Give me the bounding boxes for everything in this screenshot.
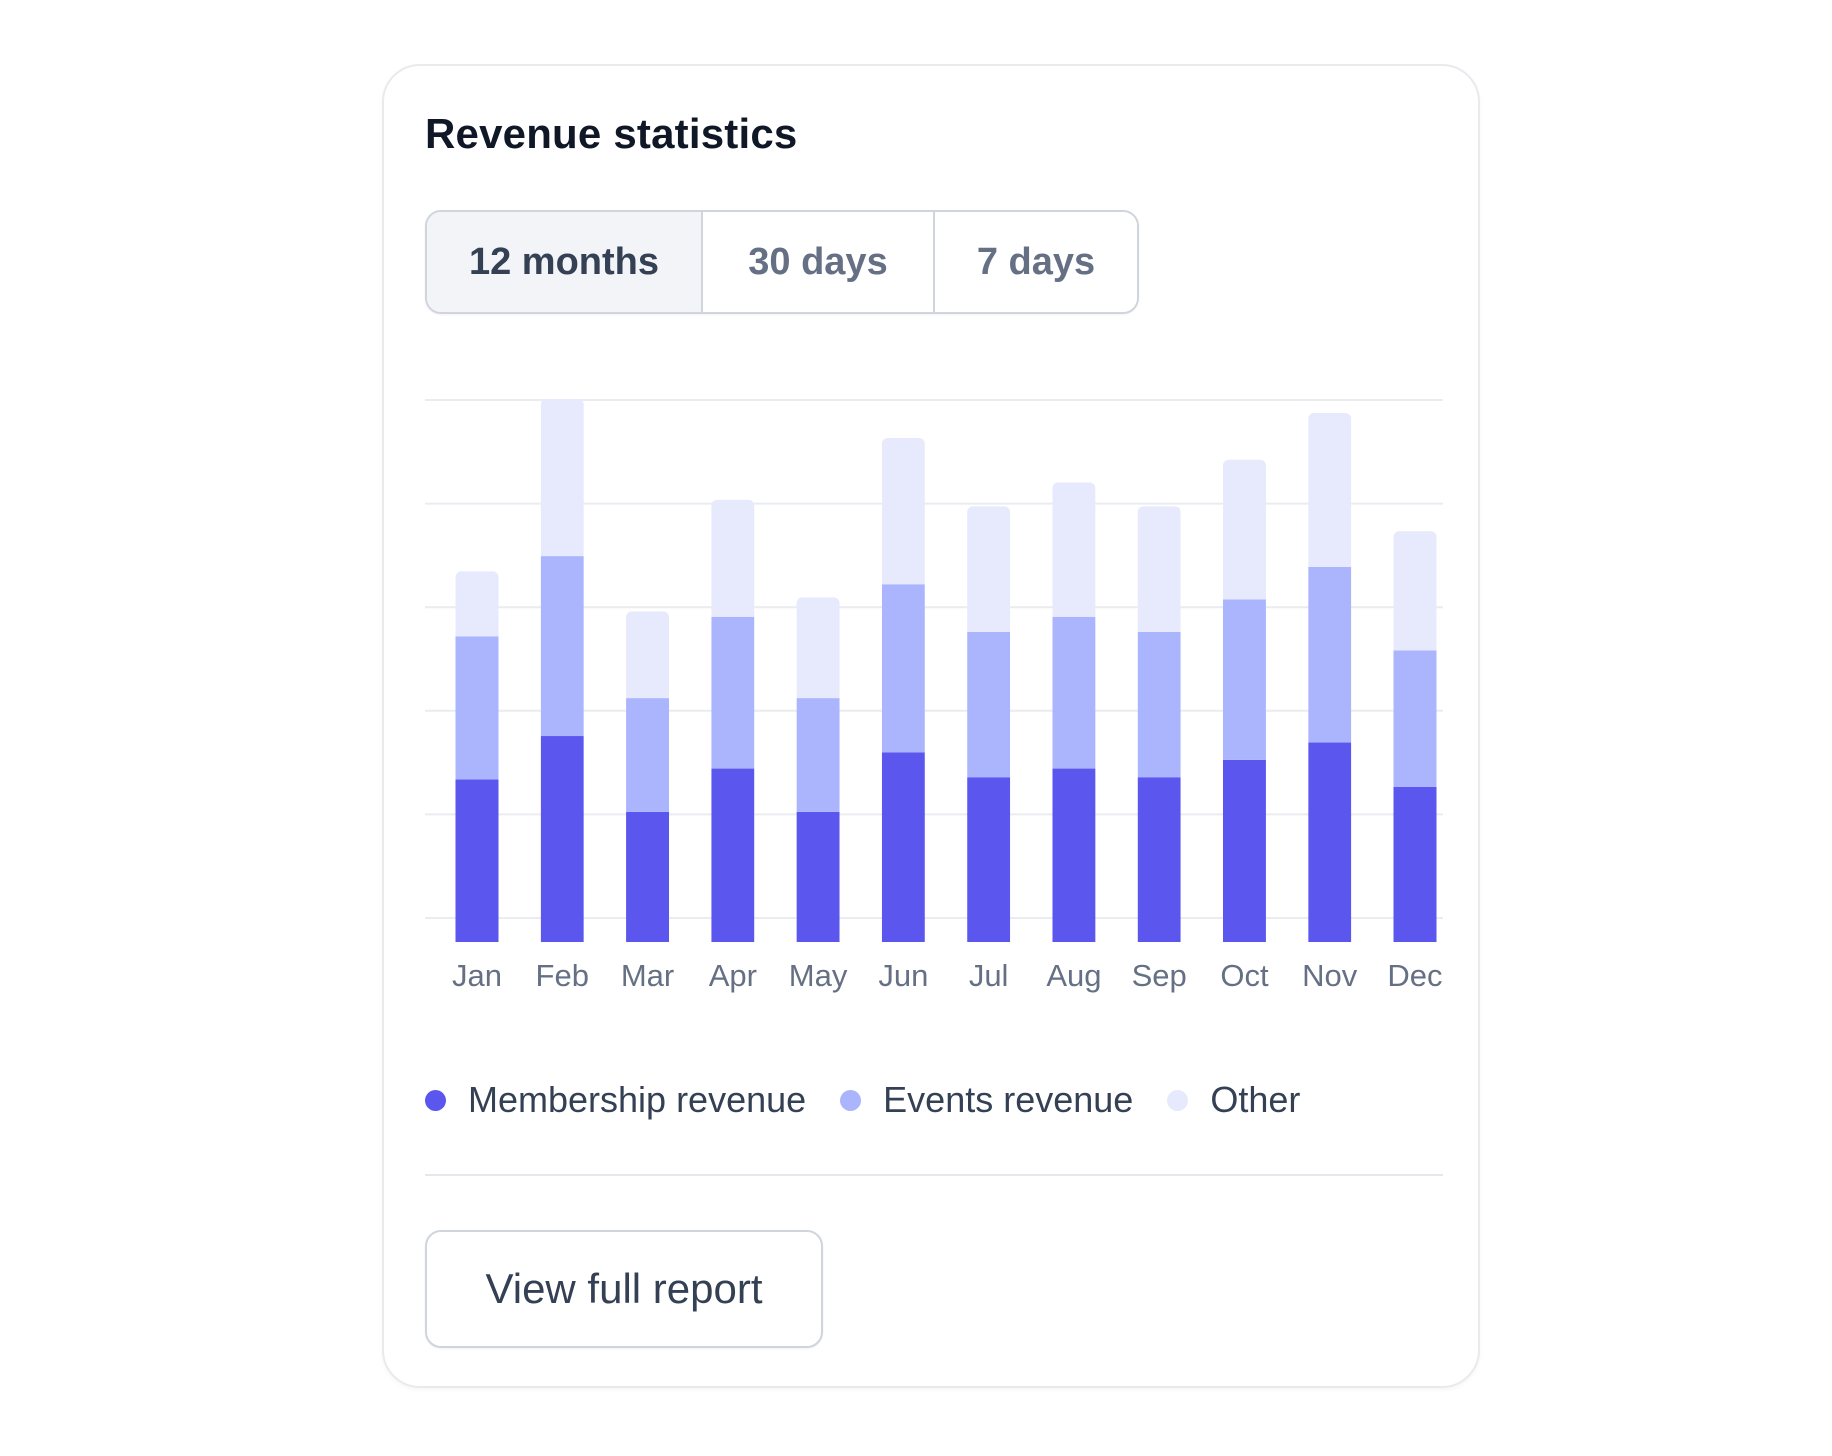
bar-feb [540,398,584,942]
bar-segment-may-2[interactable] [796,597,840,699]
bar-segment-dec-2[interactable] [1393,531,1437,651]
chart-legend: Membership revenue Events revenue Other [425,1072,1334,1128]
other-dot-icon [1167,1089,1189,1111]
tab-30-days[interactable]: 30 days [701,212,933,312]
bar-segment-jul-2[interactable] [967,506,1011,632]
bar-segment-apr-2[interactable] [711,499,755,617]
bar-segment-feb-1[interactable] [540,556,584,737]
bar-mar [626,611,670,942]
bar-segment-sep-2[interactable] [1137,506,1181,632]
x-tick-label: Oct [1220,958,1269,993]
bar-segment-oct-2[interactable] [1222,459,1266,600]
legend-item-events: Events revenue [840,1079,1133,1121]
bar-segment-mar-2[interactable] [626,611,670,699]
bar-segment-aug-0[interactable] [1052,768,1096,942]
legend-item-membership: Membership revenue [425,1079,806,1121]
view-full-report-button[interactable]: View full report [425,1230,823,1348]
bar-segment-jan-0[interactable] [455,779,499,942]
bar-segment-may-0[interactable] [796,811,840,942]
bar-sep [1137,506,1181,942]
legend-label-other: Other [1210,1079,1301,1120]
bar-segment-oct-1[interactable] [1222,599,1266,760]
bar-segment-oct-0[interactable] [1222,759,1266,942]
bar-segment-aug-1[interactable] [1052,616,1096,769]
bar-segment-jan-2[interactable] [455,571,499,637]
bar-jun [881,437,925,942]
footer-divider [425,1174,1443,1176]
tab-12-months[interactable]: 12 months [427,212,701,312]
x-tick-label: Nov [1302,958,1358,993]
bar-dec [1393,531,1437,942]
x-tick-label: Sep [1132,958,1187,993]
bar-segment-feb-2[interactable] [540,398,584,557]
x-tick-label: Jul [969,958,1009,993]
legend-label-membership: Membership revenue [468,1079,807,1120]
membership-dot-icon [425,1089,446,1111]
bar-segment-jun-0[interactable] [881,752,925,942]
legend-label-events: Events revenue [883,1079,1134,1120]
bar-segment-jul-1[interactable] [967,631,1011,778]
x-tick-label: Jan [452,958,502,993]
bar-segment-apr-0[interactable] [711,768,755,942]
bar-segment-aug-2[interactable] [1052,482,1096,617]
x-tick-label: Dec [1387,958,1442,993]
card-title: Revenue statistics [425,110,798,157]
revenue-statistics-card: Revenue statistics 12 months 30 days 7 d… [382,64,1480,1388]
bar-nov [1308,413,1352,942]
bar-segment-dec-1[interactable] [1393,650,1437,787]
x-tick-label: Feb [536,958,589,993]
legend-item-other: Other [1167,1079,1300,1121]
bar-segment-sep-1[interactable] [1137,631,1181,778]
bar-segment-mar-1[interactable] [626,698,670,812]
revenue-bar-chart: Jan Feb Mar Apr May Jun Jul Aug Sep Oct Nov Dec [425,398,1443,993]
bar-jan [455,571,499,942]
events-dot-icon [840,1089,862,1111]
x-tick-label: Apr [709,958,757,993]
period-tabs: 12 months 30 days 7 days [425,210,1139,314]
bar-jul [967,506,1011,942]
bar-segment-nov-2[interactable] [1308,413,1352,567]
x-tick-label: Mar [621,958,674,993]
tab-7-days[interactable]: 7 days [933,212,1137,312]
bar-segment-jun-1[interactable] [881,584,925,753]
bar-segment-sep-0[interactable] [1137,777,1181,942]
bar-aug [1052,482,1096,942]
x-tick-label: Jun [878,958,928,993]
bar-segment-jun-2[interactable] [881,437,925,585]
bar-segment-feb-0[interactable] [540,736,584,942]
bar-segment-dec-0[interactable] [1393,786,1437,942]
bar-segment-nov-1[interactable] [1308,566,1352,743]
bar-oct [1222,459,1266,942]
bar-segment-may-1[interactable] [796,698,840,812]
bar-segment-apr-1[interactable] [711,616,755,769]
x-tick-label: Aug [1046,958,1101,993]
bar-segment-mar-0[interactable] [626,811,670,942]
bar-apr [711,499,755,942]
bar-segment-jan-1[interactable] [455,636,499,780]
bar-segment-jul-0[interactable] [967,777,1011,942]
x-tick-label: May [789,958,848,993]
bar-segment-nov-0[interactable] [1308,742,1352,942]
bar-may [796,597,840,942]
